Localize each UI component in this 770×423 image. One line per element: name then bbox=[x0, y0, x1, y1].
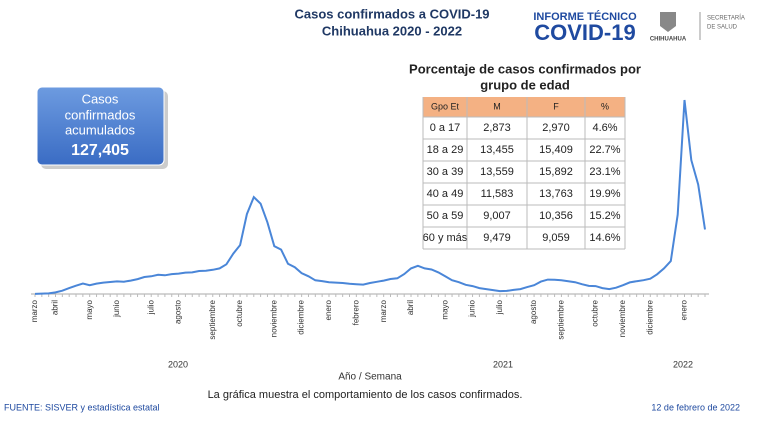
cell: 19.9% bbox=[589, 188, 620, 200]
kpi-label: confirmados bbox=[65, 107, 136, 122]
column-header: M bbox=[493, 101, 501, 111]
cell: 14.6% bbox=[589, 232, 620, 244]
x-tick-label: julio bbox=[495, 299, 504, 315]
logo-top: INFORME TÉCNICO bbox=[533, 10, 637, 23]
cell: 50 a 59 bbox=[427, 210, 464, 222]
year-label: 2020 bbox=[168, 359, 188, 369]
subtitle: Chihuahua 2020 - 2022 bbox=[322, 23, 462, 38]
x-tick-label: junio bbox=[468, 299, 477, 317]
table: Gpo Et M F % 0 a 17 2,873 2,970 4.6% 18 a 29 13,4… bbox=[422, 97, 626, 250]
x-tick-label: diciembre bbox=[297, 299, 306, 334]
cell: 4.6% bbox=[592, 122, 617, 134]
cell: 60 y más bbox=[423, 232, 468, 244]
cell: 10,356 bbox=[539, 210, 573, 222]
x-tick-label: agosto bbox=[529, 299, 538, 324]
x-tick-label: septiembre bbox=[208, 299, 217, 339]
x-tick-label: mayo bbox=[440, 299, 449, 319]
column-header: % bbox=[601, 101, 609, 111]
kpi-box bbox=[36, 86, 165, 166]
kpi-label: Casos bbox=[82, 91, 119, 106]
cell: 0 a 17 bbox=[430, 122, 461, 134]
note: La gráfica muestra el comportamiento de … bbox=[208, 389, 523, 401]
cell: 15.2% bbox=[589, 210, 620, 222]
x-tick-label: diciembre bbox=[645, 299, 654, 334]
table-title: Porcentaje de casos confirmados por bbox=[409, 61, 641, 76]
x-axis-label: Año / Semana bbox=[338, 372, 402, 383]
cell: 9,007 bbox=[483, 210, 511, 222]
logo-dept: DE SALUD bbox=[707, 25, 738, 31]
cell: 2,873 bbox=[483, 122, 511, 134]
logo-state: CHIHUAHUA bbox=[650, 37, 687, 43]
source: FUENTE: SISVER y estadística estatal bbox=[4, 402, 160, 412]
x-tick-label: marzo bbox=[30, 299, 39, 322]
x-tick-label: julio bbox=[146, 299, 155, 315]
x-tick-label: mayo bbox=[85, 299, 94, 319]
x-tick-label: marzo bbox=[379, 299, 388, 322]
cell: 13,559 bbox=[480, 166, 514, 178]
cell: 13,763 bbox=[539, 188, 573, 200]
cell: 11,583 bbox=[481, 188, 514, 200]
x-tick-label: abril bbox=[406, 300, 415, 315]
x-tick-label: agosto bbox=[174, 299, 183, 324]
x-tick-label: noviembre bbox=[618, 299, 627, 337]
logo-main: COVID-19 bbox=[534, 20, 635, 45]
emblem bbox=[660, 12, 676, 32]
cell: 15,409 bbox=[539, 144, 573, 156]
x-tick-label: junio bbox=[112, 299, 121, 317]
cell: 23.1% bbox=[589, 166, 620, 178]
x-tick-label: abril bbox=[51, 300, 60, 315]
chart: marzo abril mayo junio julio agosto septiembre… bbox=[30, 99, 709, 340]
table-title: grupo de edad bbox=[480, 77, 570, 92]
cell: 18 a 29 bbox=[427, 144, 464, 156]
x-tick-label: enero bbox=[680, 299, 689, 320]
x-tick-label: septiembre bbox=[557, 299, 566, 339]
title: Casos confirmados a COVID-19 bbox=[294, 6, 489, 21]
cell: 9,479 bbox=[483, 232, 511, 244]
cell: 22.7% bbox=[589, 144, 620, 156]
logo-dept: SECRETARÍA bbox=[707, 15, 745, 22]
column-header: F bbox=[553, 101, 559, 111]
cell: 15,892 bbox=[539, 166, 573, 178]
x-tick-label: octubre bbox=[591, 299, 600, 326]
cell: 30 a 39 bbox=[427, 166, 464, 178]
table-header bbox=[423, 97, 625, 117]
x-tick-label: octubre bbox=[235, 299, 244, 326]
date: 12 de febrero de 2022 bbox=[651, 402, 740, 412]
cell: 40 a 49 bbox=[427, 188, 464, 200]
x-tick-label: enero bbox=[324, 299, 333, 320]
kpi-value: 127,405 bbox=[71, 142, 129, 159]
kpi-label: acumulados bbox=[65, 122, 136, 137]
column-header: Gpo Et bbox=[431, 101, 460, 111]
cell: 9,059 bbox=[542, 232, 570, 244]
x-tick-label: noviembre bbox=[269, 299, 278, 337]
x-tick-label: febrero bbox=[351, 299, 360, 325]
series-line bbox=[34, 99, 706, 295]
cell: 2,970 bbox=[542, 122, 570, 134]
year-label: 2021 bbox=[493, 359, 513, 369]
cell: 13,455 bbox=[480, 144, 514, 156]
year-label: 2022 bbox=[673, 359, 693, 369]
